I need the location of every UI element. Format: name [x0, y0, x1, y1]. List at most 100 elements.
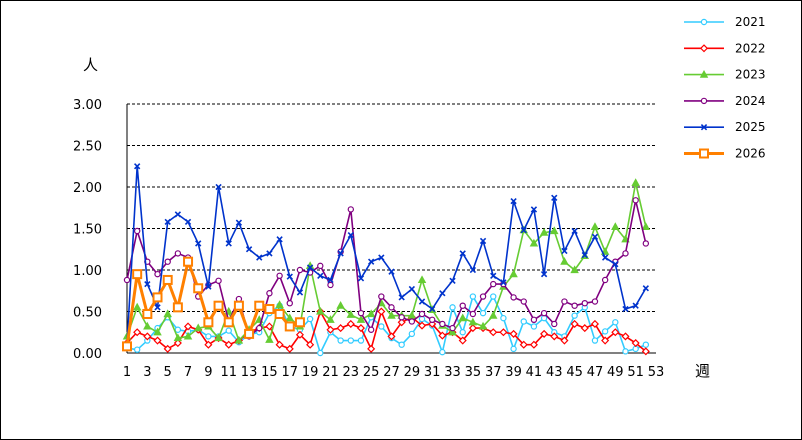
data-point — [408, 330, 416, 338]
data-point — [591, 233, 599, 240]
data-point — [479, 293, 487, 300]
data-point — [490, 280, 497, 288]
data-point — [601, 254, 609, 261]
series-lines — [122, 163, 651, 357]
data-point — [397, 318, 406, 327]
data-point — [256, 254, 263, 261]
series-line-2024 — [126, 199, 647, 338]
data-point — [326, 315, 335, 323]
x-tick-label: 17 — [281, 365, 298, 380]
data-point — [123, 276, 131, 284]
data-point — [510, 294, 517, 301]
x-tick-label: 47 — [587, 365, 604, 380]
y-tick-label: 0.00 — [73, 347, 102, 362]
x-tick-label: 31 — [424, 365, 441, 380]
data-point — [479, 309, 487, 317]
data-point — [337, 250, 344, 257]
data-point — [509, 269, 518, 278]
x-tick-label: 35 — [465, 365, 482, 380]
data-point — [285, 313, 295, 322]
data-point — [479, 237, 487, 245]
series-2026 — [122, 256, 305, 352]
data-point — [162, 274, 173, 285]
data-point — [591, 298, 599, 305]
legend-label: 2026 — [735, 147, 766, 161]
data-point — [510, 197, 517, 205]
data-point — [612, 261, 619, 268]
data-point — [418, 298, 426, 305]
legend-item-2025: 2025 — [684, 120, 766, 134]
data-point — [153, 336, 162, 345]
data-point — [378, 293, 385, 300]
data-point — [336, 301, 345, 309]
data-point — [622, 305, 629, 313]
data-point — [205, 333, 212, 340]
series-line-2021 — [126, 295, 647, 354]
data-point — [500, 314, 507, 322]
data-point — [143, 332, 152, 341]
data-point — [296, 266, 304, 274]
data-point — [224, 340, 233, 349]
x-tick-label: 27 — [383, 365, 400, 380]
data-point — [590, 319, 600, 328]
data-point — [632, 197, 639, 204]
data-point — [367, 258, 375, 265]
data-point — [286, 273, 293, 280]
data-point — [621, 332, 630, 341]
data-point — [274, 308, 285, 319]
data-point — [418, 310, 426, 318]
data-point — [214, 333, 223, 342]
data-point — [439, 290, 446, 297]
data-point — [317, 272, 324, 279]
data-point — [357, 275, 365, 282]
legend-label: 2025 — [735, 120, 766, 134]
data-point — [164, 218, 171, 226]
data-point — [570, 319, 579, 328]
data-point — [265, 322, 274, 331]
data-point — [459, 302, 466, 309]
data-point — [530, 206, 538, 213]
x-tick-labels: 1 3 5 7 9 11 13 15 17 19 21 23 25 27 29 31 33 35 37 39 41 43 4… — [123, 365, 664, 380]
data-point — [132, 302, 142, 311]
data-point — [529, 238, 539, 247]
data-point — [378, 323, 385, 330]
data-point — [388, 268, 395, 275]
data-point — [275, 340, 284, 349]
data-point — [357, 309, 365, 317]
data-point — [490, 272, 497, 279]
data-point — [490, 293, 497, 300]
data-point — [133, 227, 141, 235]
data-point — [540, 309, 548, 317]
legend-item-2021: 2021 — [684, 15, 766, 29]
data-point — [449, 324, 456, 332]
x-axis-label: 週 — [695, 362, 710, 380]
data-point — [408, 285, 416, 293]
data-point — [266, 290, 273, 297]
data-point — [642, 240, 650, 247]
data-point — [306, 315, 314, 323]
data-point — [560, 336, 569, 345]
data-point — [164, 258, 171, 265]
data-point — [448, 327, 457, 336]
data-point — [205, 283, 212, 290]
data-point — [213, 300, 224, 311]
data-point — [612, 319, 619, 326]
x-tick-label: 25 — [363, 365, 380, 380]
data-point — [499, 328, 508, 337]
data-point — [244, 328, 255, 339]
data-point — [143, 321, 152, 330]
legend-label: 2023 — [735, 68, 766, 82]
legend-item-2022: 2022 — [684, 41, 766, 55]
x-tick-label: 23 — [343, 365, 360, 380]
data-point — [223, 317, 234, 328]
data-point — [317, 349, 324, 357]
data-point — [346, 319, 355, 328]
data-point — [632, 302, 639, 309]
series-line-2022 — [126, 310, 647, 352]
series-line-2025 — [126, 165, 647, 345]
data-point — [346, 310, 356, 318]
x-tick-label: 37 — [485, 365, 502, 380]
data-point — [699, 44, 709, 53]
data-point — [398, 314, 405, 321]
data-point — [520, 298, 527, 305]
